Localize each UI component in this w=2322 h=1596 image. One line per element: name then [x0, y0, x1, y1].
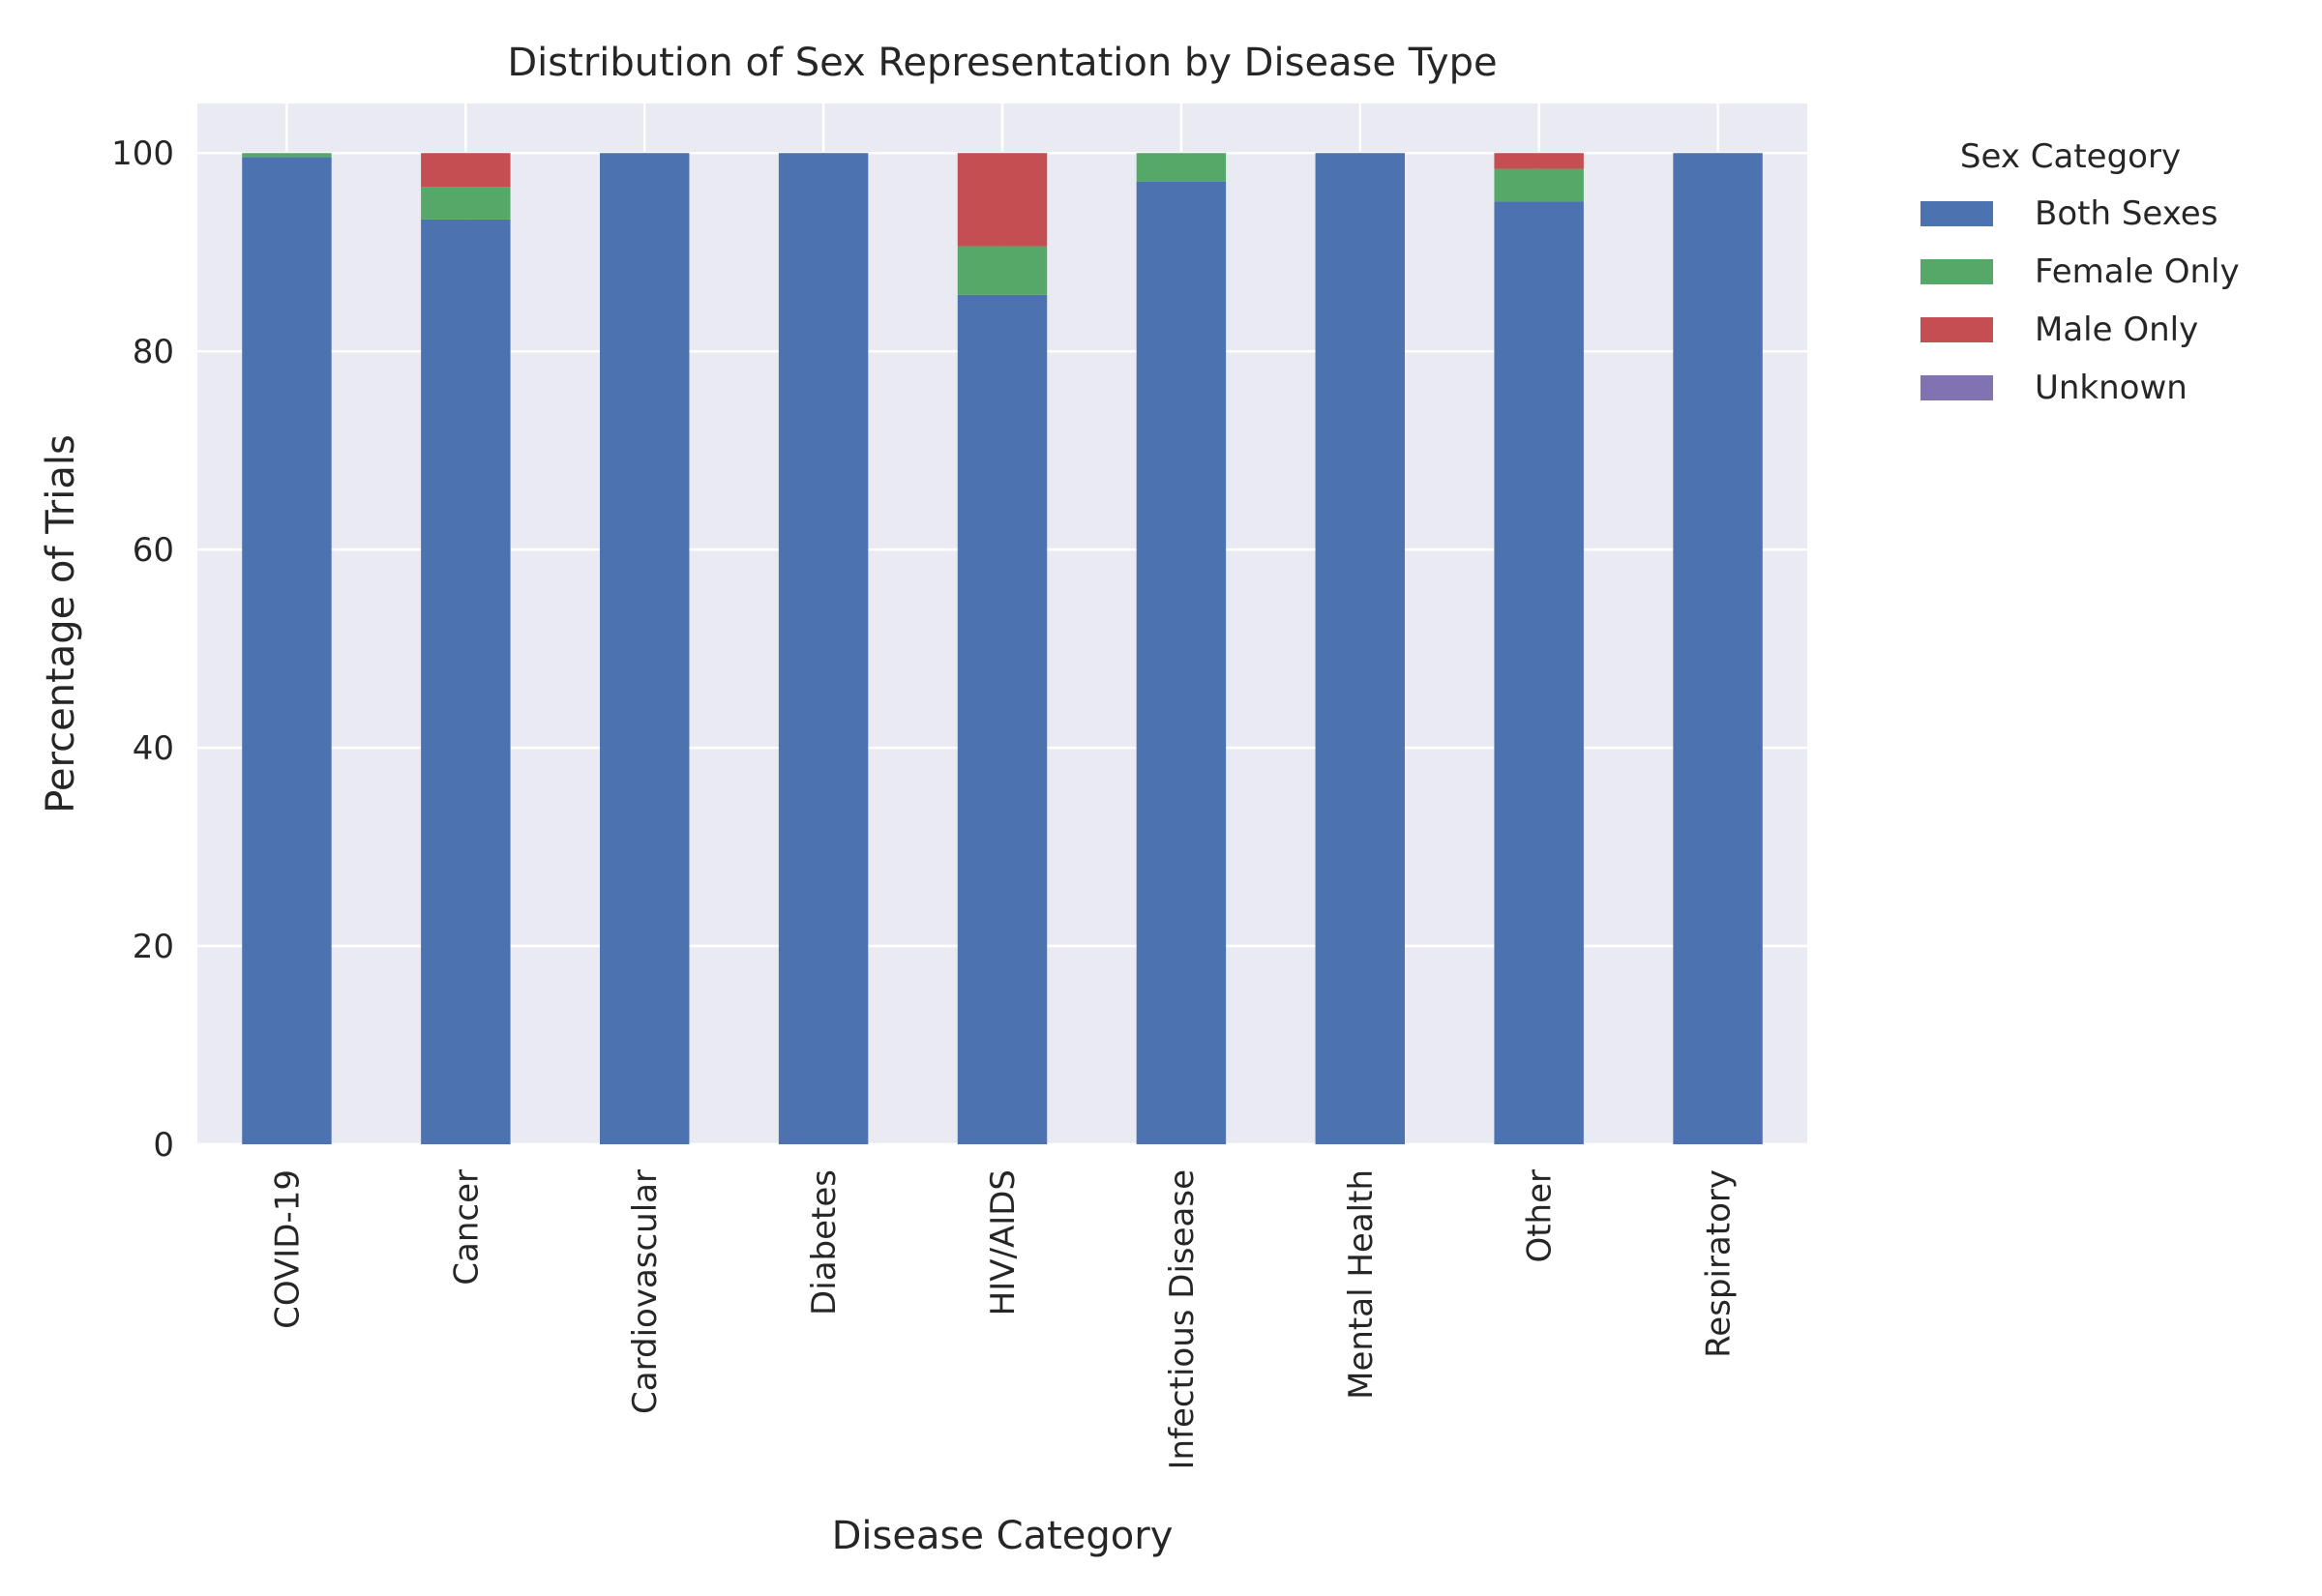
- bar-male-only-hiv-aids: [957, 153, 1048, 247]
- y-tick-label: 100: [111, 134, 174, 173]
- x-tick-label: Mental Health: [1342, 1169, 1381, 1400]
- legend-swatch: [1920, 259, 1993, 284]
- x-tick-label: Diabetes: [805, 1169, 844, 1315]
- bar-both-sexes-cancer: [421, 219, 511, 1144]
- bar-female-only-hiv-aids: [957, 246, 1048, 295]
- bars: [242, 153, 1763, 1145]
- y-tick-label: 40: [133, 729, 174, 768]
- bar-female-only-other: [1494, 168, 1584, 202]
- legend-swatch: [1920, 375, 1993, 400]
- bar-both-sexes-mental-health: [1315, 153, 1405, 1145]
- legend-items: Both Sexes Female Only Male Only Unknown: [1920, 194, 2240, 407]
- x-axis-ticks: COVID-19 Cancer Cardiovascular Diabetes HIV/…: [268, 1169, 1738, 1470]
- legend-swatch: [1920, 317, 1993, 342]
- y-tick-label: 0: [153, 1126, 174, 1165]
- bar-female-only-cancer: [421, 187, 511, 220]
- y-axis-ticks: 0 20 40 60 80 100: [111, 134, 174, 1165]
- bar-male-only-other: [1494, 153, 1584, 169]
- legend-label: Both Sexes: [2035, 194, 2218, 233]
- bar-both-sexes-diabetes: [778, 153, 869, 1145]
- legend-swatch: [1920, 201, 1993, 226]
- y-tick-label: 20: [133, 928, 174, 966]
- y-tick-label: 60: [133, 531, 174, 570]
- bar-both-sexes-other: [1494, 201, 1584, 1145]
- x-axis-label: Disease Category: [832, 1514, 1174, 1558]
- x-tick-label: Cancer: [447, 1169, 486, 1286]
- x-tick-label: COVID-19: [268, 1169, 307, 1329]
- y-tick-label: 80: [133, 333, 174, 371]
- legend-label: Male Only: [2035, 310, 2198, 349]
- legend-label: Female Only: [2035, 252, 2240, 291]
- x-tick-label: Cardiovascular: [626, 1169, 665, 1414]
- x-tick-label: Other: [1521, 1169, 1560, 1263]
- x-tick-label: Respiratory: [1700, 1169, 1739, 1358]
- y-axis-label: Percentage of Trials: [39, 434, 83, 813]
- bar-both-sexes-covid-19: [242, 157, 332, 1144]
- x-tick-label: Infectious Disease: [1163, 1169, 1202, 1470]
- bar-male-only-cancer: [421, 153, 511, 188]
- x-tick-label: HIV/AIDS: [984, 1169, 1023, 1315]
- bar-both-sexes-respiratory: [1673, 153, 1763, 1145]
- bar-both-sexes-infectious-disease: [1136, 181, 1227, 1145]
- legend: Sex Category Both Sexes Female Only Male O…: [1920, 137, 2240, 407]
- bar-both-sexes-cardiovascular: [600, 153, 690, 1145]
- legend-title: Sex Category: [1960, 137, 2181, 176]
- bar-female-only-covid-19: [242, 153, 332, 158]
- bar-both-sexes-hiv-aids: [957, 294, 1048, 1144]
- chart-title: Distribution of Sex Representation by Di…: [507, 41, 1497, 85]
- bar-female-only-infectious-disease: [1136, 153, 1227, 182]
- legend-label: Unknown: [2035, 369, 2188, 407]
